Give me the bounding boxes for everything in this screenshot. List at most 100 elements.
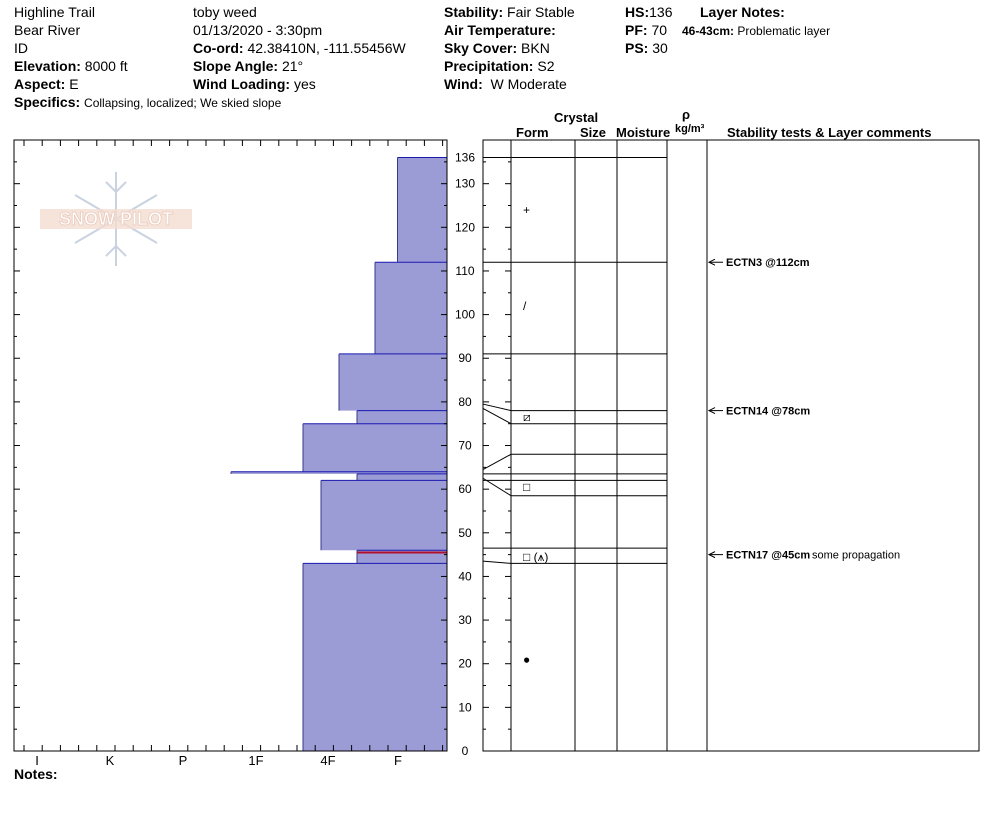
ps-value: 30 <box>652 40 668 56</box>
stability-tests: ECTN3 @112cm ECTN14 @78cm ECTN17 @45cm some… <box>707 257 900 562</box>
layer-table-frame <box>482 139 980 752</box>
hardness-layer <box>357 473 447 481</box>
elevation-value: 8000 ft <box>84 58 128 74</box>
hardness-layer <box>397 157 447 263</box>
snowpilot-logo: SNOW PILOT <box>40 172 192 266</box>
layer-connector <box>482 407 512 425</box>
layer-connector <box>482 560 512 564</box>
layer-notes-title: Layer Notes: <box>700 4 785 20</box>
hardness-layer <box>303 423 447 472</box>
height-tick-label: 20 <box>458 657 472 671</box>
layer-notes-label: Layer Notes: <box>700 3 785 21</box>
crystal-form-symbol: ● <box>523 652 530 666</box>
stability-label: Stability: <box>444 4 504 20</box>
layer-connector <box>482 403 512 412</box>
coord-label: Co-ord: <box>193 40 244 56</box>
hardness-layer <box>303 563 447 751</box>
aspect-value: E <box>69 76 79 92</box>
hardness-label: 1F <box>248 753 263 768</box>
crystal-forms: + / ⧄ □ □ (⩚) ● <box>523 203 548 666</box>
coord-value: 42.38410N, -111.55456W <box>247 40 406 56</box>
hs: HS:136 <box>625 3 672 21</box>
hardness-layer <box>357 550 447 564</box>
height-tick-label: 130 <box>455 177 475 191</box>
wind-loading-value: yes <box>293 76 316 92</box>
slope-angle: Slope Angle: 21° <box>193 57 303 75</box>
test-label: ECTN3 @112cm <box>726 257 810 269</box>
precipitation: Precipitation: S2 <box>444 57 554 75</box>
hardness-axis: I K P 1F 4F F <box>35 753 402 768</box>
density-unit-heading: kg/m³ <box>675 123 705 135</box>
pf: PF: 70 <box>625 21 667 39</box>
wind-label: Wind: <box>444 76 483 92</box>
crystal-form-symbol: + <box>523 203 530 217</box>
air-temp-label: Air Temperature: <box>444 22 556 38</box>
specifics-value: Collapsing, localized; We skied slope <box>84 96 282 110</box>
observer: toby weed <box>193 4 257 20</box>
ps: PS: 30 <box>625 39 668 57</box>
datetime: 01/13/2020 - 3:30pm <box>193 22 323 38</box>
height-axis: 0 10 20 30 40 50 60 70 80 90 100 110 120 130 136 <box>14 140 511 758</box>
wind: Wind: W Moderate <box>444 75 567 93</box>
crystal-form-symbol: / <box>523 299 527 313</box>
layer-boundaries <box>482 157 667 564</box>
hardness-layer <box>375 262 447 354</box>
precip-value: S2 <box>537 58 555 74</box>
height-tick-label: 80 <box>458 395 472 409</box>
wind-loading-label: Wind Loading: <box>193 76 291 92</box>
test-comment: some propagation <box>812 550 900 562</box>
specifics: Specifics: Collapsing, localized; We ski… <box>14 93 281 112</box>
test-label: ECTN14 @78cm <box>726 406 810 418</box>
hardness-layer <box>357 410 447 424</box>
hardness-layers <box>230 157 447 751</box>
crystal-form-symbol: ⧄ <box>523 410 531 424</box>
height-tick-label: 100 <box>455 308 475 322</box>
location: Highline Trail <box>14 4 95 20</box>
test-arrow-head <box>707 258 716 266</box>
specifics-label: Specifics: <box>14 94 81 110</box>
crystal-heading: Crystal <box>554 110 599 125</box>
height-tick-label: 60 <box>458 482 472 496</box>
stability-heading: Stability tests & Layer comments <box>727 125 932 140</box>
hardness-label: 4F <box>320 753 335 768</box>
crystal-form-symbol: □ <box>523 480 530 494</box>
ps-label: PS: <box>625 40 649 56</box>
layer-note-range: 46-43cm: <box>682 24 735 38</box>
elevation: Elevation: 8000 ft <box>14 57 128 75</box>
hardness-label: I <box>35 753 39 768</box>
height-tick-label: 90 <box>458 351 472 365</box>
elevation-label: Elevation: <box>14 58 81 74</box>
test-label: ECTN17 @45cm <box>726 550 810 562</box>
height-tick-label: 10 <box>458 700 472 714</box>
rho-heading: ρ <box>682 107 691 122</box>
sky-label: Sky Cover: <box>444 40 518 56</box>
range: Bear River <box>14 22 81 38</box>
sky-cover: Sky Cover: BKN <box>444 39 550 57</box>
wind-loading: Wind Loading: yes <box>193 75 316 93</box>
size-heading: Size <box>580 125 607 140</box>
hardness-label: K <box>106 753 115 768</box>
height-tick-label: 70 <box>458 439 472 453</box>
hardness-label: P <box>179 753 188 768</box>
hs-label: HS: <box>625 4 650 20</box>
aspect: Aspect: E <box>14 75 79 93</box>
notes-label: Notes: <box>14 766 58 782</box>
pf-label: PF: <box>625 22 648 38</box>
coordinates: Co-ord: 42.38410N, -111.55456W <box>193 39 406 57</box>
slope-label: Slope Angle: <box>193 58 279 74</box>
hs-value: 136 <box>649 4 673 20</box>
stability: Stability: Fair Stable <box>444 3 575 21</box>
slope-value: 21° <box>281 58 304 74</box>
height-tick-label: 40 <box>458 569 472 583</box>
height-tick-label: 50 <box>458 526 472 540</box>
layer-note-text: Problematic layer <box>737 24 831 38</box>
form-heading: Form <box>516 125 549 140</box>
test-arrow-head <box>707 551 716 559</box>
wind-value: W Moderate <box>490 76 567 92</box>
precip-label: Precipitation: <box>444 58 534 74</box>
test-arrow-head <box>707 407 716 415</box>
height-tick-label: 110 <box>455 264 474 278</box>
stability-value: Fair Stable <box>507 4 575 20</box>
pf-value: 70 <box>651 22 668 38</box>
